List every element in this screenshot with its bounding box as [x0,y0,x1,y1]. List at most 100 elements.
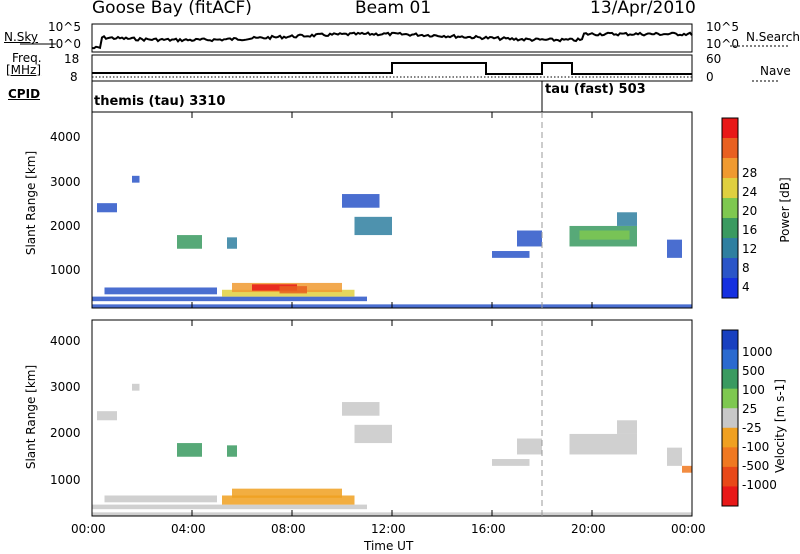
time-xlabel: Time UT [364,539,414,553]
nave-top-tick: 60 [706,52,722,66]
nsky-strip-frame [91,23,693,53]
beam-title: Beam 01 [355,0,432,18]
power-cbar-tick: 24 [742,185,758,199]
heatmap-cell [97,203,117,213]
power-cbar-tick: 16 [742,223,758,237]
station-title: Goose Bay (fitACF) [92,0,252,18]
freq-bottom-tick: 8 [70,70,78,84]
time-xtick: 04:00 [171,522,206,536]
heatmap-cell [517,438,542,455]
heatmap-cell [492,459,530,466]
velocity-heatmap [92,383,692,516]
nsearch-label: N.Search [746,30,800,44]
heatmap-cell [617,420,637,434]
velocity-frame [91,319,693,517]
heatmap-cell [492,251,530,258]
velocity-ytick: 4000 [50,334,81,348]
time-xtick: 12:00 [371,522,406,536]
axis-ticks [91,112,693,516]
date-title: 13/Apr/2010 [590,0,696,18]
heatmap-cell [92,296,367,302]
velocity-cbar-tick: -100 [742,440,770,454]
heatmap-cell [222,495,355,505]
heatmap-cell [342,194,380,208]
cpid-mode-1: themis (tau) 3310 [94,94,226,109]
nave-label: Nave [760,64,791,78]
freq-label-line1: Freq. [12,51,42,65]
velocity-ytick: 3000 [50,380,81,394]
heatmap-cell [342,402,380,416]
power-frame [91,111,693,309]
power-cbar-tick: 4 [742,280,750,294]
heatmap-cell [569,433,637,455]
power-cbar-tick: 12 [742,242,758,256]
cpid-mode-2: tau (fast) 503 [545,82,646,97]
heatmap-cell [177,443,202,457]
velocity-cbar-tick: 25 [742,402,758,416]
colorbar-segment [722,408,738,429]
heatmap-cell [617,212,637,226]
velocity-colorbar [722,330,738,507]
colorbar-segment [722,178,738,199]
heatmap-cell [227,237,237,249]
power-cbar-tick: 28 [742,166,758,180]
colorbar-segment [722,427,738,448]
cpid-label: CPID [8,87,41,101]
colorbar-segment [722,369,738,390]
nsky-bottom-tick: 10^0 [48,37,81,51]
nave-bottom-tick: 0 [706,70,714,84]
heatmap-cell [279,286,307,294]
heatmap-cell [354,424,392,444]
velocity-cbar-tick: -25 [742,421,762,435]
colorbar-segment [722,238,738,259]
velocity-cbar-tick: 1000 [742,345,773,359]
heatmap-cell [97,411,117,421]
time-xtick: 08:00 [271,522,306,536]
velocity-ytick: 1000 [50,473,81,487]
heatmap-cell [682,465,692,473]
colorbar-segment [722,158,738,179]
heatmap-cell [132,175,140,183]
freq-strip-frame [91,54,693,82]
colorbar-segment [722,118,738,139]
velocity-colorbar-frame [721,329,739,507]
nsky-label: N.Sky [4,30,39,44]
heatmap-cell [579,230,630,240]
heatmap-cell [252,284,297,291]
colorbar-segment [722,218,738,239]
colorbar-segment [722,138,738,159]
power-ytick: 1000 [50,263,81,277]
power-cbar-tick: 20 [742,204,758,218]
colorbar-segment [722,330,738,351]
power-ytick: 2000 [50,219,81,233]
nsearch-top-tick: 10^5 [706,20,739,34]
heatmap-cell [177,235,202,249]
colorbar-segment [722,258,738,279]
power-colorbar-frame [721,117,739,299]
colorbar-segment [722,486,738,507]
nsearch-bottom-tick: 10^0 [706,37,739,51]
power-cbar-tick: 8 [742,261,750,275]
freq-top-tick: 18 [64,52,80,66]
velocity-cbar-tick: 500 [742,364,765,378]
time-xtick: 20:00 [571,522,606,536]
heatmap-cell [667,239,682,258]
nsky-top-tick: 10^5 [48,20,81,34]
nsky-trace [91,31,693,50]
time-xtick: 16:00 [471,522,506,536]
heatmap-cell [232,488,342,498]
heatmap-cell [92,504,367,510]
time-xtick: 00:00 [671,522,706,536]
heatmap-cell [354,216,392,236]
heatmap-cell [517,230,542,247]
colorbar-segment [722,349,738,370]
colorbar-segment [722,278,738,299]
colorbar-segment [722,466,738,487]
power-colorbar [722,118,738,299]
colorbar-segment [722,447,738,468]
power-ytick: 3000 [50,175,81,189]
freq-label-line2: [MHz] [6,63,42,77]
time-xtick: 00:00 [71,522,106,536]
power-heatmap [92,175,692,308]
power-ytick: 4000 [50,130,81,144]
